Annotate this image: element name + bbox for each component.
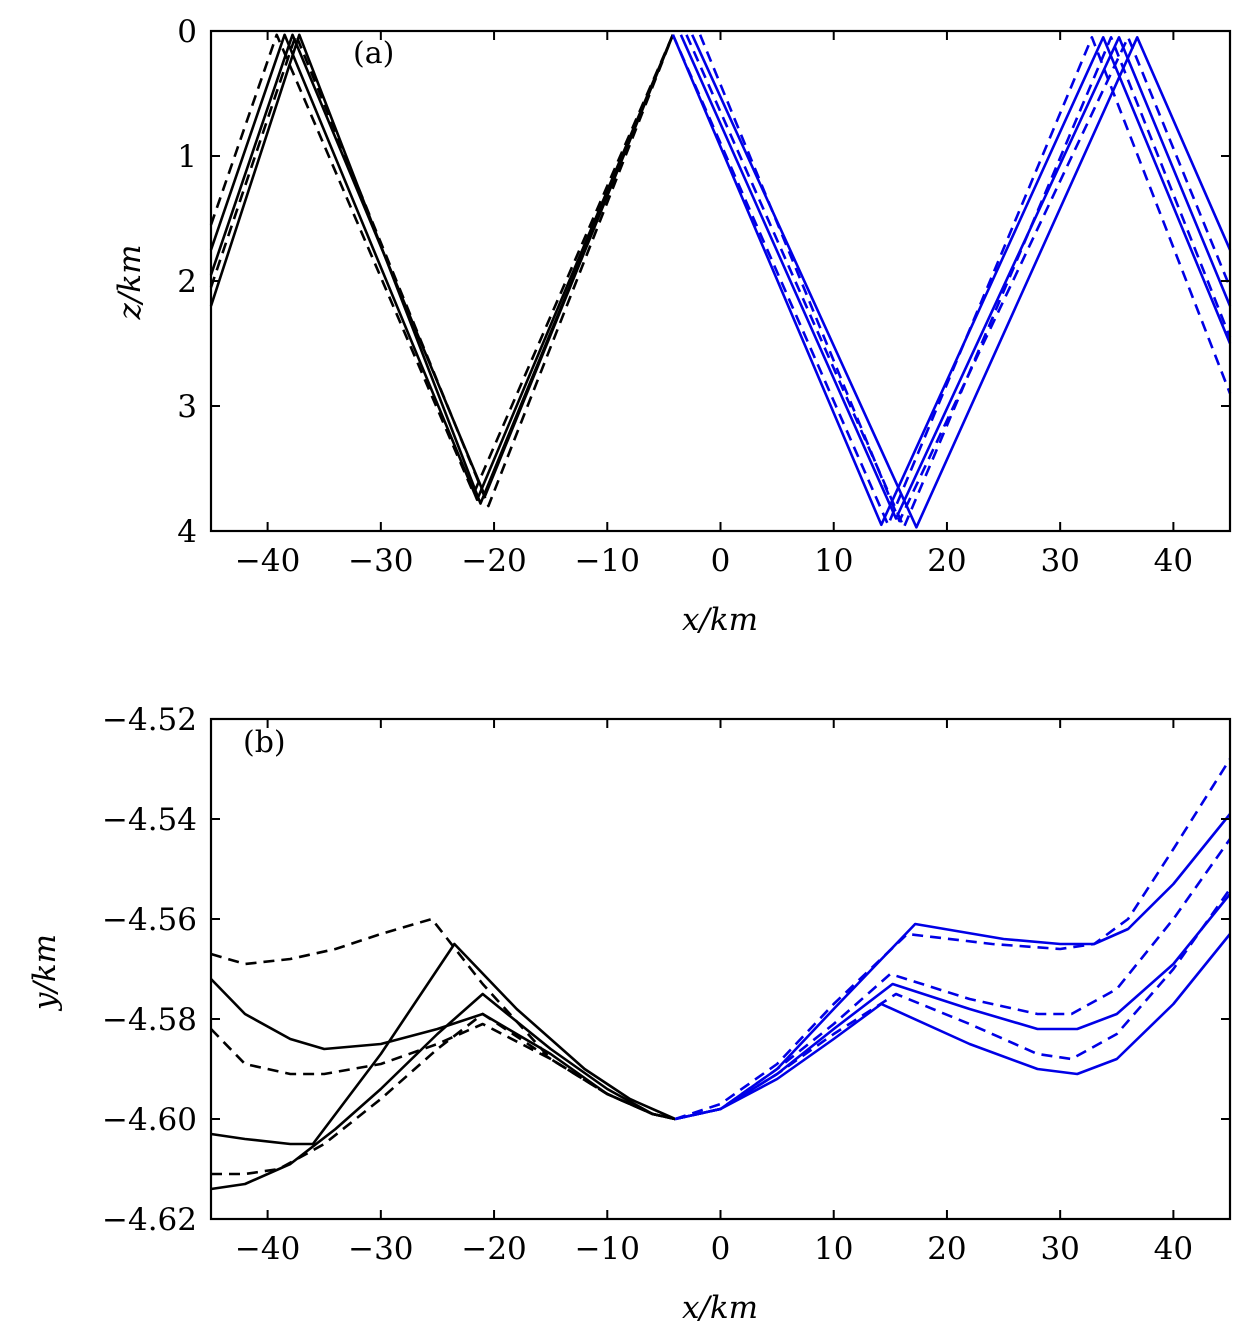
- panel-b-x-tick-label: −40: [235, 1231, 300, 1267]
- panel-a: −40 −30 −20 −10 0 10 20 30 40 0 1 2 3 4 (a) x/km z/km: [112, 14, 1232, 638]
- panel-b-series-1: [210, 978, 676, 1121]
- panel-b-series-12: [674, 888, 1232, 1121]
- panel-a-series-4: [209, 33, 675, 495]
- panel-b-x-tick-label: 30: [1040, 1231, 1079, 1267]
- panel-b-y-tick-label: −4.62: [102, 1202, 197, 1238]
- panel-b-label: (b): [243, 725, 286, 760]
- panel-a-x-tick-label: 20: [927, 543, 966, 579]
- panel-a-label: (a): [353, 36, 394, 71]
- panel-b-x-axis-label: x/km: [682, 1290, 758, 1326]
- panel-a-y-tick-label: 1: [177, 139, 197, 175]
- panel-b-x-tick-label: 40: [1154, 1231, 1193, 1267]
- panel-a-series-7: [679, 34, 1232, 520]
- panel-a-frame: [209, 29, 1232, 533]
- panel-b-x-tick-label: −10: [575, 1231, 640, 1267]
- panel-b-series-6: [211, 1012, 676, 1176]
- panel-a-x-tick-label: −10: [575, 543, 640, 579]
- panel-b-series-10: [674, 758, 1232, 1121]
- panel-b-x-tick-label: 0: [711, 1231, 731, 1267]
- panel-b-y-tick-label: −4.60: [102, 1102, 197, 1138]
- panel-a-series-2: [209, 33, 675, 505]
- panel-a-series-9: [671, 34, 1232, 527]
- panel-a-series-3: [209, 33, 675, 498]
- panel-a-series-1: [209, 33, 675, 502]
- panel-a-y-tick-label: 4: [177, 514, 197, 550]
- panel-a-x-tick-label: 10: [814, 543, 853, 579]
- panel-b-y-tick-label: −4.54: [102, 802, 197, 838]
- panel-a-x-tick-label: 30: [1040, 543, 1079, 579]
- panel-a-series-10: [685, 34, 1232, 529]
- panel-b-y-axis-label: y/km: [27, 934, 63, 1012]
- panel-b-ticks: −40 −30 −20 −10 0 10 20 30 40 −4.62 −4.60 −4.58 −4.5…: [102, 702, 1230, 1267]
- panel-a-y-tick-label: 3: [177, 389, 197, 425]
- panel-b-x-tick-label: −30: [348, 1231, 413, 1267]
- panel-b-series-2: [210, 942, 676, 1146]
- panel-a-x-axis-label: x/km: [682, 602, 758, 638]
- panel-a-y-tick-label: 0: [177, 14, 197, 50]
- panel-a-x-tick-label: 40: [1154, 543, 1193, 579]
- panel-b-series-7: [674, 813, 1232, 1121]
- panel-a-ticks: −40 −30 −20 −10 0 10 20 30 40 0 1 2 3 4: [177, 14, 1230, 579]
- panel-b-y-tick-label: −4.56: [102, 902, 197, 938]
- panel-b-series-11: [674, 838, 1232, 1121]
- panel-b-x-tick-label: 20: [927, 1231, 966, 1267]
- panel-b-x-tick-label: −20: [461, 1231, 526, 1267]
- panel-b-series-5: [210, 1022, 676, 1121]
- panel-a-x-tick-label: 0: [711, 543, 731, 579]
- panel-a-series-6: [671, 34, 1232, 527]
- panel-b: −40 −30 −20 −10 0 10 20 30 40 −4.62 −4.60 −4.58 −4.5…: [27, 702, 1232, 1326]
- panel-a-y-tick-label: 2: [177, 264, 197, 300]
- panel-b-y-tick-label: −4.58: [102, 1002, 197, 1038]
- panel-b-x-tick-label: 10: [814, 1231, 853, 1267]
- panel-a-y-axis-label: z/km: [112, 245, 148, 321]
- panel-a-x-tick-label: −20: [461, 543, 526, 579]
- panel-b-series-9: [674, 933, 1232, 1121]
- panel-a-x-tick-label: −40: [235, 543, 300, 579]
- panel-a-series-8: [691, 34, 1232, 529]
- panel-b-curves: [210, 758, 1232, 1191]
- panel-a-series-5: [209, 33, 675, 508]
- panel-b-frame: [209, 717, 1232, 1221]
- panel-b-y-tick-label: −4.52: [102, 702, 197, 738]
- panel-a-series-11: [698, 34, 1232, 523]
- panel-a-curves: [209, 33, 1232, 529]
- panel-a-x-tick-label: −30: [348, 543, 413, 579]
